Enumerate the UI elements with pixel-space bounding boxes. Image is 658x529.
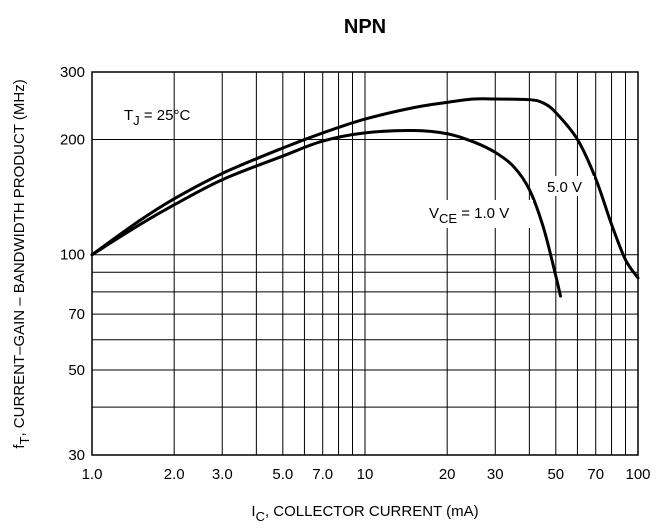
x-tick-label: 30 — [487, 466, 504, 483]
x-tick-label: 5.0 — [272, 466, 293, 483]
vce1-annotation: VCE = 1.0 V — [429, 205, 509, 226]
y-tick-label: 300 — [60, 64, 85, 81]
curves — [90, 97, 640, 298]
grid-lines — [91, 71, 639, 456]
y-tick-label: 50 — [68, 362, 85, 379]
vce1-label-bg — [425, 200, 533, 228]
x-tick-label: 10 — [357, 466, 374, 483]
chart-title: NPN — [344, 16, 386, 38]
y-axis-title: fT, CURRENT–GAIN – BANDWIDTH PRODUCT (MH… — [11, 79, 32, 448]
x-tick-label: 1.0 — [82, 466, 103, 483]
x-tick-label: 3.0 — [212, 466, 233, 483]
series-5v-line — [90, 97, 640, 280]
x-tick-labels: 1.0 2.0 3.0 5.0 7.0 10 20 30 50 70 100 — [82, 466, 651, 483]
y-tick-label: 200 — [60, 131, 85, 148]
tj-annotation: TJ = 25°C — [124, 107, 190, 128]
plot-frame — [91, 71, 639, 456]
x-tick-label: 70 — [587, 466, 604, 483]
vce5-label-bg — [544, 176, 594, 196]
x-axis-title: IC, COLLECTOR CURRENT (mA) — [251, 503, 478, 524]
x-tick-label: 100 — [625, 466, 650, 483]
y-tick-label: 30 — [68, 447, 85, 464]
vce5-annotation: 5.0 V — [547, 179, 582, 196]
series-1v-line — [90, 129, 562, 298]
y-tick-label: 100 — [60, 247, 85, 264]
x-tick-label: 50 — [547, 466, 564, 483]
x-tick-label: 2.0 — [164, 466, 185, 483]
x-tick-label: 7.0 — [312, 466, 333, 483]
y-tick-labels: 30 50 70 100 200 300 — [60, 64, 85, 464]
x-tick-label: 20 — [439, 466, 456, 483]
y-tick-label: 70 — [68, 306, 85, 323]
